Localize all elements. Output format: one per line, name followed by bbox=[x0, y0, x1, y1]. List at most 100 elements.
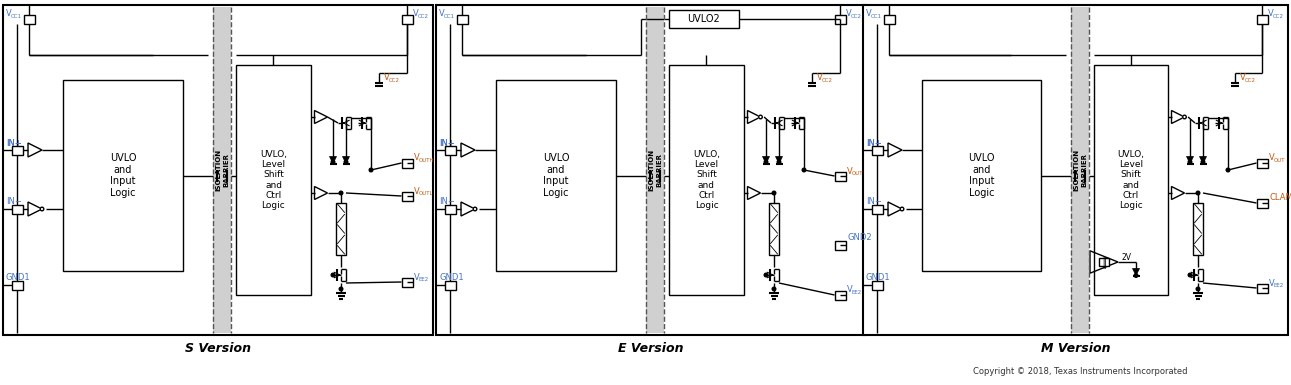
Text: S Version: S Version bbox=[185, 343, 250, 355]
Text: CC1: CC1 bbox=[870, 14, 882, 19]
Bar bbox=[1072, 7, 1090, 333]
Bar bbox=[1256, 283, 1268, 293]
Circle shape bbox=[340, 191, 343, 195]
Bar bbox=[669, 10, 738, 28]
Bar bbox=[12, 146, 22, 154]
Bar bbox=[646, 7, 664, 333]
Circle shape bbox=[345, 160, 347, 164]
Text: IN+: IN+ bbox=[6, 139, 22, 147]
Text: OUTH: OUTH bbox=[418, 158, 434, 163]
Text: M Version: M Version bbox=[1041, 343, 1110, 355]
Text: BARRIER: BARRIER bbox=[223, 153, 229, 187]
Bar bbox=[922, 80, 1041, 271]
Circle shape bbox=[1201, 160, 1205, 164]
Bar bbox=[871, 281, 883, 290]
Text: V: V bbox=[414, 154, 420, 162]
Text: E Version: E Version bbox=[618, 343, 684, 355]
Bar bbox=[834, 171, 846, 181]
Circle shape bbox=[1197, 287, 1199, 291]
Bar bbox=[871, 146, 883, 154]
Text: CC1: CC1 bbox=[444, 14, 454, 19]
Polygon shape bbox=[1186, 156, 1193, 164]
Circle shape bbox=[332, 273, 334, 277]
Text: OUTL: OUTL bbox=[418, 191, 432, 196]
Text: IN+: IN+ bbox=[6, 139, 22, 147]
Circle shape bbox=[1183, 115, 1186, 119]
Bar bbox=[496, 80, 616, 271]
Polygon shape bbox=[1132, 268, 1140, 276]
Circle shape bbox=[764, 273, 768, 277]
Circle shape bbox=[340, 287, 343, 291]
Text: V: V bbox=[6, 10, 12, 18]
Text: V: V bbox=[1269, 154, 1274, 162]
Text: ISOLATION: ISOLATION bbox=[216, 149, 221, 191]
Bar bbox=[1099, 258, 1109, 266]
Circle shape bbox=[1188, 273, 1192, 277]
Text: GND1: GND1 bbox=[439, 273, 463, 283]
Circle shape bbox=[1197, 191, 1199, 195]
Bar bbox=[3, 5, 432, 335]
Text: UVLO,
Level
Shift
and
Ctrl
Logic: UVLO, Level Shift and Ctrl Logic bbox=[693, 149, 720, 211]
Text: 2V: 2V bbox=[1122, 253, 1132, 261]
Text: ISOLATION: ISOLATION bbox=[648, 149, 655, 191]
Polygon shape bbox=[1199, 156, 1207, 164]
Text: IN+: IN+ bbox=[439, 139, 454, 147]
Circle shape bbox=[900, 207, 904, 211]
Circle shape bbox=[332, 160, 334, 164]
Bar bbox=[12, 204, 22, 214]
Text: Copyright © 2018, Texas Instruments Incorporated: Copyright © 2018, Texas Instruments Inco… bbox=[972, 368, 1188, 377]
Circle shape bbox=[764, 160, 768, 164]
Bar bbox=[1256, 159, 1268, 167]
Circle shape bbox=[369, 168, 373, 172]
Text: OUT: OUT bbox=[1273, 158, 1285, 163]
Bar bbox=[834, 241, 846, 249]
Text: ISOLATION: ISOLATION bbox=[1073, 149, 1079, 191]
Text: IN+: IN+ bbox=[866, 139, 882, 147]
Text: UVLO
and
Input
Logic: UVLO and Input Logic bbox=[542, 153, 569, 198]
Bar bbox=[402, 159, 413, 167]
Text: V: V bbox=[847, 286, 853, 295]
Bar bbox=[1193, 203, 1203, 255]
Text: UVLO,
Level
Shift
and
Ctrl
Logic: UVLO, Level Shift and Ctrl Logic bbox=[259, 149, 287, 211]
Circle shape bbox=[1226, 168, 1230, 172]
Text: UVLO
and
Input
Logic: UVLO and Input Logic bbox=[968, 153, 995, 198]
Circle shape bbox=[772, 287, 776, 291]
Bar bbox=[444, 146, 456, 154]
Text: GND2: GND2 bbox=[847, 233, 871, 243]
Bar bbox=[1256, 15, 1268, 23]
Text: IN−: IN− bbox=[6, 198, 22, 206]
Text: V: V bbox=[846, 10, 852, 18]
Text: CC2: CC2 bbox=[389, 77, 400, 82]
Bar bbox=[883, 15, 895, 23]
Bar bbox=[769, 203, 778, 255]
Bar bbox=[669, 65, 744, 295]
Polygon shape bbox=[329, 156, 337, 164]
Text: ║: ║ bbox=[1101, 256, 1106, 268]
Text: BARRIER: BARRIER bbox=[1081, 153, 1087, 187]
Text: V: V bbox=[866, 10, 871, 18]
Circle shape bbox=[802, 168, 806, 172]
Text: IN+: IN+ bbox=[866, 139, 882, 147]
Bar bbox=[12, 281, 22, 290]
Bar bbox=[871, 204, 883, 214]
Text: V: V bbox=[1268, 10, 1274, 18]
Polygon shape bbox=[763, 156, 769, 164]
Text: CC1: CC1 bbox=[10, 14, 22, 19]
Circle shape bbox=[772, 191, 776, 195]
Bar bbox=[1093, 65, 1168, 295]
Text: IN−: IN− bbox=[866, 198, 882, 206]
Circle shape bbox=[1188, 160, 1192, 164]
Text: V: V bbox=[414, 186, 420, 196]
Text: BARRIER: BARRIER bbox=[656, 153, 662, 187]
Text: UVLO
and
Input
Logic: UVLO and Input Logic bbox=[110, 153, 137, 198]
Polygon shape bbox=[776, 156, 782, 164]
Bar bbox=[63, 80, 183, 271]
Text: V: V bbox=[847, 166, 853, 176]
Text: EE2: EE2 bbox=[852, 290, 862, 295]
Text: IN−: IN− bbox=[439, 198, 454, 206]
Bar bbox=[436, 5, 866, 335]
Text: CLAMP: CLAMP bbox=[1269, 194, 1291, 203]
Bar bbox=[834, 15, 846, 23]
Text: UVLO2: UVLO2 bbox=[688, 14, 720, 24]
Bar bbox=[457, 15, 467, 23]
